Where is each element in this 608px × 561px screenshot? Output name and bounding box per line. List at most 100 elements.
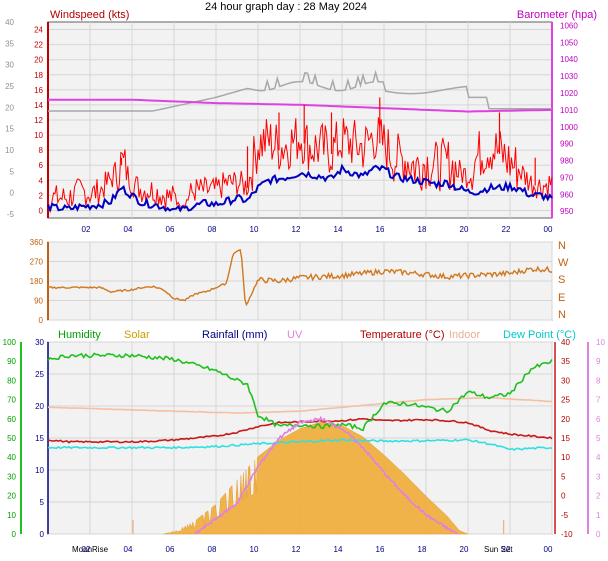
temperature-tick: -5 xyxy=(561,511,569,520)
legend-indoor: Indoor xyxy=(449,329,481,341)
wind-x-tick: 10 xyxy=(250,225,259,234)
multi-x-tick: 18 xyxy=(418,545,427,554)
uv-tick: 2 xyxy=(596,492,601,501)
temperature-tick: 35 xyxy=(561,357,570,366)
outer-wind-tick: 15 xyxy=(5,125,14,134)
uv-tick: 1 xyxy=(596,511,601,520)
chart-marks: 024681012141618202224-505101520253035409… xyxy=(3,18,606,554)
wind-x-tick: 00 xyxy=(544,225,553,234)
barometer-line xyxy=(48,98,553,113)
uv-tick: 3 xyxy=(596,472,601,481)
multi-x-tick: 22 xyxy=(502,545,511,554)
humidity-tick: 60 xyxy=(7,415,16,424)
legend-uv: UV xyxy=(287,329,303,341)
rainfall-tick: 30 xyxy=(35,338,44,347)
windspeed-tick: 10 xyxy=(34,131,43,140)
barometer-label: Barometer (hpa) xyxy=(517,9,597,21)
windspeed-tick: 20 xyxy=(34,56,43,65)
wind-x-tick: 04 xyxy=(124,225,133,234)
windspeed-tick: 24 xyxy=(34,26,43,35)
barometer-tick: 990 xyxy=(560,140,574,149)
wind-x-tick: 08 xyxy=(208,225,217,234)
humidity-tick: 100 xyxy=(3,338,17,347)
indoor-temperature-line xyxy=(47,396,553,415)
humidity-tick: 0 xyxy=(12,530,17,539)
compass-label: S xyxy=(558,274,565,286)
barometer-tick: 1040 xyxy=(560,55,578,64)
legend-solar: Solar xyxy=(124,329,150,341)
barometer-tick: 1000 xyxy=(560,123,578,132)
outer-wind-tick: -5 xyxy=(7,210,15,219)
multi-x-tick: 14 xyxy=(334,545,343,554)
outer-wind-tick: 20 xyxy=(5,103,14,112)
windspeed-tick: 16 xyxy=(34,86,43,95)
outer-wind-tick: 0 xyxy=(10,189,15,198)
humidity-tick: 40 xyxy=(7,453,16,462)
wind-x-tick: 02 xyxy=(82,225,91,234)
barometer-tick: 960 xyxy=(560,190,574,199)
temperature-tick: -10 xyxy=(561,530,573,539)
windspeed-tick: 12 xyxy=(34,116,43,125)
barometer-tick: 980 xyxy=(560,157,574,166)
outer-wind-tick: 35 xyxy=(5,39,14,48)
barometer-tick: 1060 xyxy=(560,21,578,30)
temperature-tick: 10 xyxy=(561,453,570,462)
outer-wind-tick: 40 xyxy=(5,18,14,27)
windspeed-tick: 18 xyxy=(34,71,43,80)
direction-tick: 270 xyxy=(30,258,44,267)
humidity-tick: 80 xyxy=(7,376,16,385)
temperature-tick: 30 xyxy=(561,376,570,385)
uv-tick: 10 xyxy=(596,338,605,347)
barometer-tick: 1020 xyxy=(560,89,578,98)
uv-line xyxy=(194,415,458,535)
direction-tick: 90 xyxy=(34,297,43,306)
sunset-label: Sun Set xyxy=(484,545,513,554)
humidity-tick: 70 xyxy=(7,396,16,405)
direction-tick: 360 xyxy=(30,238,44,247)
temperature-tick: 40 xyxy=(561,338,570,347)
legend-dewpoint: Dew Point (°C) xyxy=(503,329,576,341)
compass-label: E xyxy=(558,292,565,304)
compass-label: N xyxy=(558,309,566,321)
humidity-tick: 10 xyxy=(7,511,16,520)
uv-tick: 4 xyxy=(596,453,601,462)
rainfall-tick: 5 xyxy=(40,498,45,507)
humidity-tick: 20 xyxy=(7,492,16,501)
legend-rainfall: Rainfall (mm) xyxy=(202,329,267,341)
multi-x-tick: 12 xyxy=(292,545,301,554)
temperature-tick: 15 xyxy=(561,434,570,443)
wind-x-tick: 14 xyxy=(334,225,343,234)
windspeed-tick: 4 xyxy=(39,176,44,185)
barometer-tick: 1030 xyxy=(560,72,578,81)
uv-tick: 0 xyxy=(596,530,601,539)
humidity-tick: 30 xyxy=(7,472,16,481)
multi-x-tick: 04 xyxy=(124,545,133,554)
legend-temperature: Temperature (°C) xyxy=(360,329,444,341)
multi-x-tick: 08 xyxy=(208,545,217,554)
wind-x-tick: 18 xyxy=(418,225,427,234)
multi-x-tick: 02 xyxy=(82,545,91,554)
outer-wind-tick: 30 xyxy=(5,61,14,70)
humidity-tick: 50 xyxy=(7,434,16,443)
uv-tick: 6 xyxy=(596,415,601,424)
multi-x-tick: 06 xyxy=(166,545,175,554)
temperature-tick: 25 xyxy=(561,396,570,405)
rainfall-tick: 15 xyxy=(35,434,44,443)
barometer-trend-line xyxy=(48,69,552,112)
temperature-tick: 0 xyxy=(561,492,566,501)
windspeed-label: Windspeed (kts) xyxy=(50,9,129,21)
wind-x-tick: 06 xyxy=(166,225,175,234)
rainfall-tick: 0 xyxy=(40,530,45,539)
moonrise-label: MoonRise xyxy=(72,545,109,554)
solar-area xyxy=(163,421,469,535)
rainfall-tick: 10 xyxy=(35,466,44,475)
direction-tick: 180 xyxy=(30,277,44,286)
compass-label: N xyxy=(558,240,566,252)
outer-wind-tick: 25 xyxy=(5,82,14,91)
uv-tick: 7 xyxy=(596,396,601,405)
barometer-tick: 950 xyxy=(560,207,574,216)
wind-x-tick: 22 xyxy=(502,225,511,234)
average-wind-line xyxy=(47,163,553,214)
legend-humidity: Humidity xyxy=(58,329,101,341)
